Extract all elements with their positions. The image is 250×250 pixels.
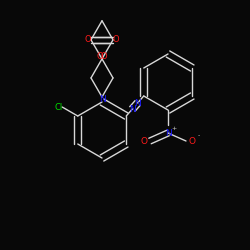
Text: N: N (98, 94, 105, 104)
Text: O: O (85, 35, 91, 44)
Text: O: O (101, 52, 107, 62)
Text: O: O (188, 136, 196, 145)
Text: Cl: Cl (54, 102, 62, 112)
Text: O: O (140, 136, 147, 145)
Text: O: O (112, 35, 119, 44)
Text: O: O (97, 52, 103, 62)
Text: -: - (198, 134, 200, 138)
Text: +: + (172, 126, 176, 130)
Text: N: N (129, 104, 136, 114)
Text: N: N (164, 128, 172, 138)
Text: N: N (134, 98, 141, 108)
